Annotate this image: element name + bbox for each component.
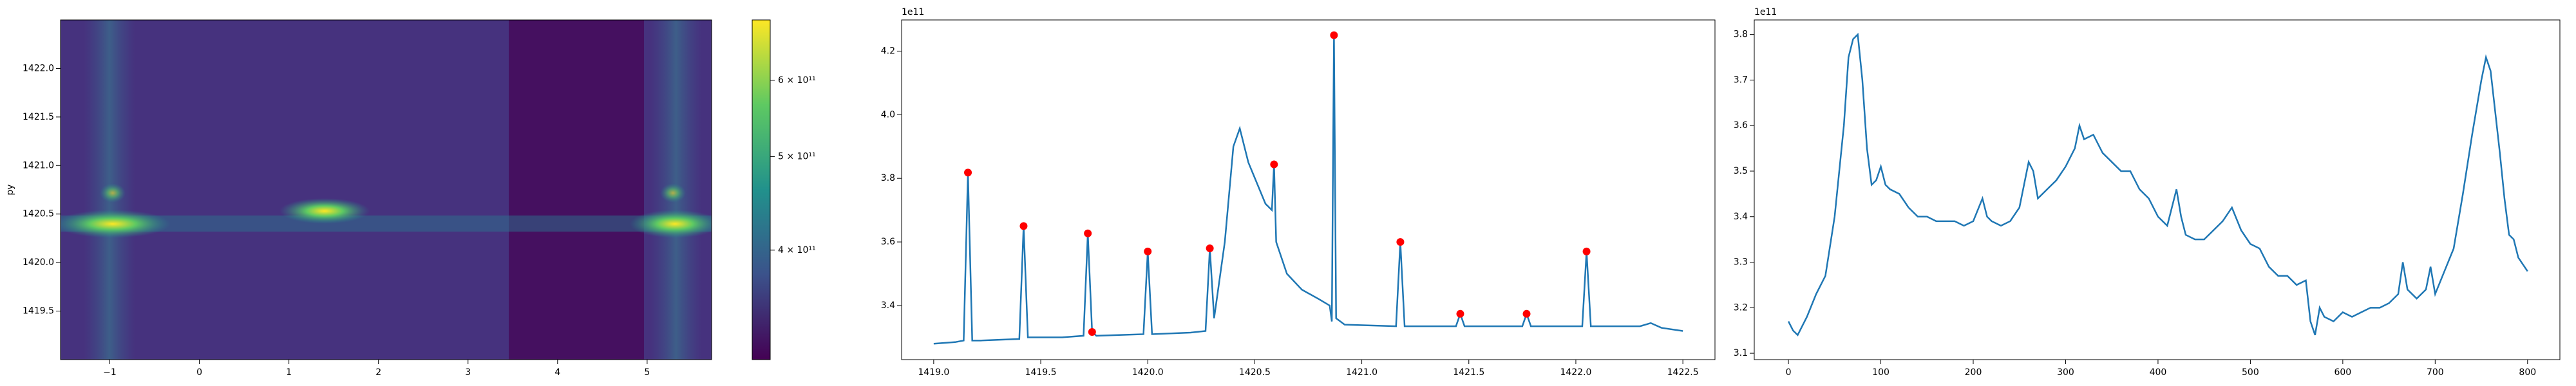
peak-marker — [1270, 160, 1278, 169]
colorbar-tick-label: 5 × 10¹¹ — [778, 152, 816, 162]
x-tick-label: 700 — [2427, 367, 2444, 378]
x-tick-label: 0 — [196, 367, 202, 378]
y-tick-label: 3.8 — [1734, 30, 1748, 40]
x-tick-label: 2 — [375, 367, 381, 378]
y-tick-label: 1419.5 — [23, 306, 54, 317]
x-tick-label: 1 — [286, 367, 292, 378]
peak-marker — [1019, 222, 1028, 230]
y-tick-label: 1422.0 — [23, 63, 54, 73]
x-tick-label: 1421.0 — [1346, 367, 1378, 378]
x-tick-label: 200 — [1965, 367, 1982, 378]
peak-marker — [1088, 327, 1096, 336]
x-tick-label: 0 — [1786, 367, 1792, 378]
x-tick-label: 1422.0 — [1560, 367, 1591, 378]
peak-marker — [1084, 229, 1092, 237]
x-tick-label: 100 — [1872, 367, 1889, 378]
peak-marker — [1144, 247, 1152, 255]
y-tick-label: 1421.0 — [23, 160, 54, 170]
x-tick-label: 1420.5 — [1239, 367, 1271, 378]
peak-marker — [1582, 247, 1591, 255]
peak-marker — [1330, 31, 1338, 39]
peak-marker — [964, 169, 972, 177]
colorbar-tick-label: 4 × 10¹¹ — [778, 245, 816, 255]
x-tick-label: 5 — [644, 367, 650, 378]
x-tick-label: 1419.0 — [918, 367, 949, 378]
y-tick-label: 3.6 — [1734, 120, 1748, 131]
x-tick-label: 800 — [2519, 367, 2536, 378]
y-tick-label: 3.4 — [881, 300, 895, 311]
colorbar-tick-label: 6 × 10¹¹ — [778, 75, 816, 86]
axes-frame — [1754, 19, 2561, 360]
axes-frame — [901, 19, 1716, 360]
y-tick-label: 3.7 — [1734, 75, 1748, 85]
y-tick-label: 3.5 — [1734, 166, 1748, 176]
heatmap-image — [61, 20, 712, 360]
x-tick-label: 3 — [465, 367, 471, 378]
y-tick-label: 3.6 — [881, 237, 895, 247]
offset-label: 1e11 — [902, 7, 924, 17]
x-tick-label: 4 — [554, 367, 560, 378]
y-tick-label: 3.4 — [1734, 212, 1748, 222]
line — [1787, 32, 2528, 336]
axes-frame — [60, 19, 712, 360]
x-tick-label: 1420.0 — [1132, 367, 1164, 378]
offset-label: 1e11 — [1754, 7, 1777, 17]
x-tick-label: 1422.5 — [1667, 367, 1699, 378]
x-tick-label: 600 — [2334, 367, 2351, 378]
line — [933, 35, 1683, 345]
y-axis-label: py — [5, 184, 15, 195]
x-tick-label: 1419.5 — [1025, 367, 1057, 378]
x-tick-label: 1421.5 — [1453, 367, 1484, 378]
x-tick-label: 500 — [2242, 367, 2259, 378]
x-tick-label: 300 — [2057, 367, 2074, 378]
y-tick-label: 3.8 — [881, 173, 895, 183]
y-tick-label: 1421.5 — [23, 112, 54, 122]
peak-marker — [1456, 309, 1464, 318]
y-tick-label: 4.2 — [881, 46, 895, 56]
y-tick-label: 3.3 — [1734, 257, 1748, 268]
y-tick-label: 1420.0 — [23, 257, 54, 268]
y-tick-label: 1420.5 — [23, 209, 54, 219]
peak-marker — [1396, 238, 1405, 246]
peak-marker — [1522, 309, 1531, 318]
y-tick-label: 3.2 — [1734, 302, 1748, 313]
peak-marker — [1206, 244, 1214, 252]
x-tick-label: 400 — [2150, 367, 2167, 378]
y-tick-label: 4.0 — [881, 109, 895, 120]
y-tick-label: 3.1 — [1734, 348, 1748, 358]
x-tick-label: −1 — [103, 367, 117, 378]
colorbar — [752, 19, 771, 360]
